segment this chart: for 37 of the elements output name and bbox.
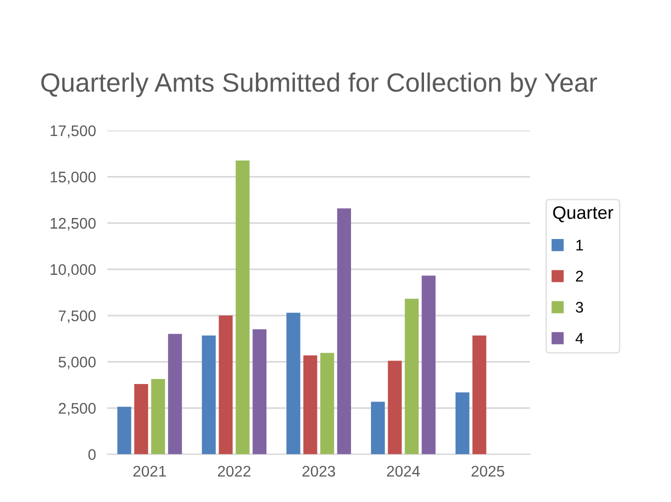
bar xyxy=(404,298,419,454)
y-tick-label: 7,500 xyxy=(58,310,96,324)
bar xyxy=(370,402,385,454)
y-tick-label: 5,000 xyxy=(58,356,96,370)
legend-label: 3 xyxy=(576,302,584,313)
x-tick-label: 2023 xyxy=(302,466,336,477)
legend-title: Quarter xyxy=(553,206,614,222)
y-tick-label: 0 xyxy=(88,449,96,460)
y-tick-label: 2,500 xyxy=(58,402,96,416)
bar xyxy=(252,329,266,454)
y-tick-label: 12,500 xyxy=(50,218,96,231)
x-tick-label: 2022 xyxy=(218,466,250,477)
bar xyxy=(388,360,402,454)
bar xyxy=(151,379,166,454)
bar xyxy=(168,334,182,454)
x-tick-label: 2021 xyxy=(133,466,166,477)
legend-label: 1 xyxy=(576,240,583,250)
bar xyxy=(320,352,334,454)
bar xyxy=(202,336,216,454)
x-tick-label: 2024 xyxy=(387,466,420,477)
legend-label: 2 xyxy=(576,270,583,282)
bar xyxy=(286,312,300,454)
bar xyxy=(456,392,470,454)
y-tick-label: 17,500 xyxy=(50,125,96,138)
chart-title: Quarterly Amts Submitted for Collection by Year xyxy=(41,72,597,98)
bar xyxy=(303,355,318,454)
bar xyxy=(472,336,486,454)
legend-label: 4 xyxy=(576,333,584,344)
bar xyxy=(117,406,132,454)
bar xyxy=(422,276,436,454)
x-tick-label: 2025 xyxy=(472,466,504,477)
bar xyxy=(337,208,352,454)
bar xyxy=(134,384,148,454)
bar xyxy=(218,316,233,454)
y-tick-label: 10,000 xyxy=(50,264,96,277)
bar xyxy=(236,160,250,454)
y-tick-label: 15,000 xyxy=(50,172,96,184)
